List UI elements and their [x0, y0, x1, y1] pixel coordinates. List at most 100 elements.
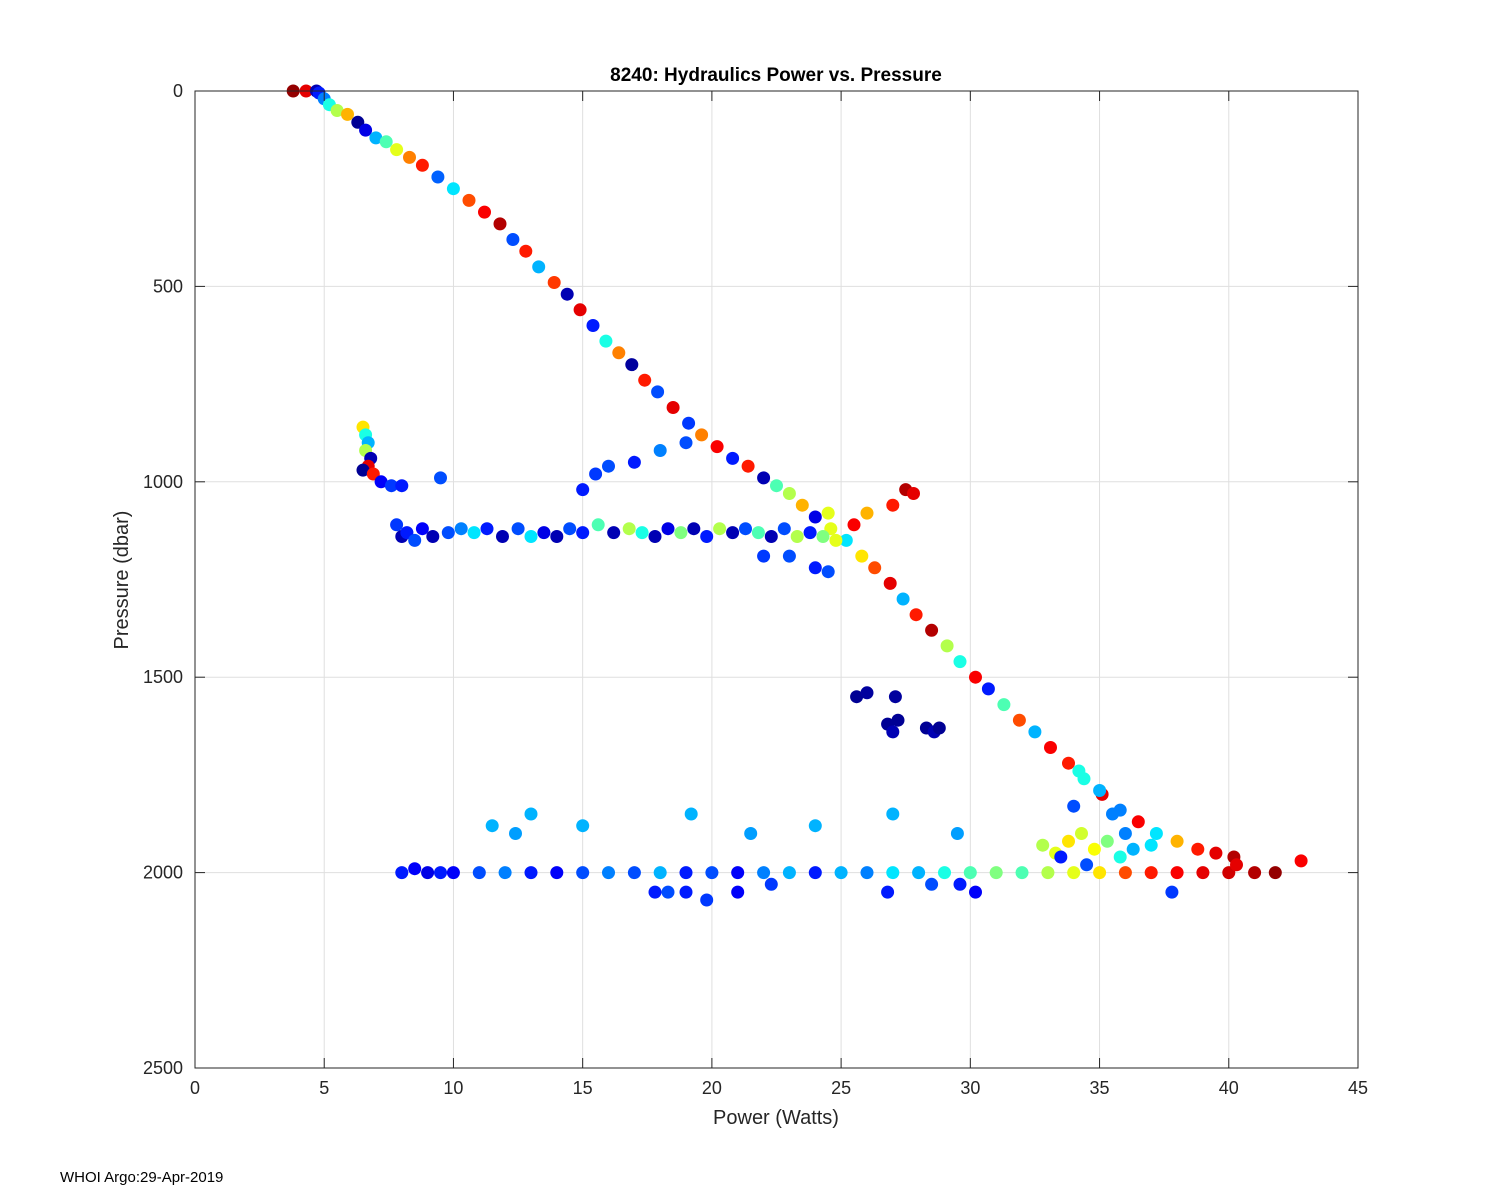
data-point [855, 549, 869, 563]
data-point [421, 866, 435, 880]
chart-title: 8240: Hydraulics Power vs. Pressure [610, 65, 942, 86]
data-point [1118, 866, 1132, 880]
data-point [896, 592, 910, 606]
data-point [888, 690, 902, 704]
data-point [907, 487, 920, 500]
data-point [997, 698, 1011, 712]
data-point [687, 522, 701, 536]
data-point [1144, 866, 1158, 880]
x-tick-label: 15 [573, 1078, 593, 1098]
x-tick-label: 35 [1090, 1078, 1110, 1098]
data-point [695, 428, 709, 442]
data-point [1106, 807, 1119, 821]
data-point [1015, 866, 1029, 880]
data-point [710, 440, 724, 454]
data-point [441, 526, 455, 540]
axes-box [194, 90, 1359, 1069]
data-point [651, 385, 665, 399]
data-point [868, 561, 882, 575]
y-tick-label: 1000 [143, 472, 183, 492]
data-point [1012, 713, 1026, 727]
data-point [415, 522, 429, 536]
data-point [532, 260, 546, 274]
data-point [881, 885, 895, 899]
data-point [506, 233, 520, 246]
data-point [1209, 846, 1223, 860]
data-point [1268, 866, 1282, 880]
x-axis-label: Power (Watts) [713, 1107, 839, 1129]
data-point [395, 866, 409, 880]
data-point [1093, 866, 1107, 880]
data-point [764, 877, 778, 891]
data-point [648, 885, 662, 899]
y-tick-label: 500 [153, 276, 183, 296]
data-point [1248, 866, 1262, 880]
data-point [1087, 842, 1101, 856]
data-point [821, 565, 835, 579]
footer-note: WHOI Argo:29-Apr-2019 [60, 1169, 224, 1186]
x-tick-label: 0 [190, 1078, 200, 1098]
data-point [700, 530, 714, 543]
data-point [607, 526, 621, 540]
data-point [989, 866, 1003, 880]
data-point [390, 143, 404, 157]
data-point [705, 866, 719, 880]
data-point [860, 506, 874, 520]
data-point [524, 866, 538, 880]
data-point [679, 866, 693, 880]
data-point [925, 623, 939, 637]
data-point [1044, 741, 1057, 754]
data-point [969, 885, 982, 899]
data-point [524, 530, 538, 543]
data-point [1131, 815, 1145, 829]
data-point [472, 866, 486, 880]
y-tick-label: 2000 [143, 863, 183, 883]
data-point [462, 193, 476, 207]
data-point [1062, 834, 1075, 848]
data-point [1144, 838, 1158, 852]
data-point [1118, 827, 1132, 840]
data-point [356, 463, 370, 477]
data-point [384, 479, 398, 493]
data-point [485, 819, 499, 833]
data-point [731, 866, 745, 880]
data-point [511, 522, 525, 536]
data-point [860, 866, 874, 880]
data-point [782, 866, 796, 880]
data-point [341, 107, 354, 121]
data-point [602, 866, 615, 880]
data-point [454, 522, 468, 536]
data-point [1100, 834, 1114, 848]
data-point [795, 498, 809, 512]
data-point [925, 877, 939, 891]
data-point [981, 682, 995, 696]
data-point [741, 459, 755, 473]
data-point [847, 518, 861, 532]
data-point [550, 866, 564, 880]
data-point [808, 819, 822, 833]
data-point [790, 530, 804, 543]
data-point [625, 358, 639, 372]
data-point [1196, 866, 1210, 880]
data-point [599, 334, 613, 348]
data-point [1041, 866, 1055, 880]
data-point [359, 123, 373, 137]
data-point [883, 576, 897, 590]
data-point [829, 533, 843, 547]
data-point [576, 866, 590, 880]
data-point [940, 639, 954, 653]
data-point [519, 244, 533, 258]
data-point [666, 401, 680, 414]
data-point [751, 526, 765, 540]
data-point [886, 498, 900, 512]
data-point [713, 522, 727, 536]
data-point [589, 467, 603, 481]
data-point [627, 866, 641, 880]
data-point [496, 530, 509, 543]
data-point [627, 455, 641, 469]
data-point [1075, 827, 1088, 840]
data-point [782, 549, 796, 563]
data-point [886, 807, 900, 821]
y-tick-label: 1500 [143, 667, 183, 687]
data-point [403, 150, 416, 164]
